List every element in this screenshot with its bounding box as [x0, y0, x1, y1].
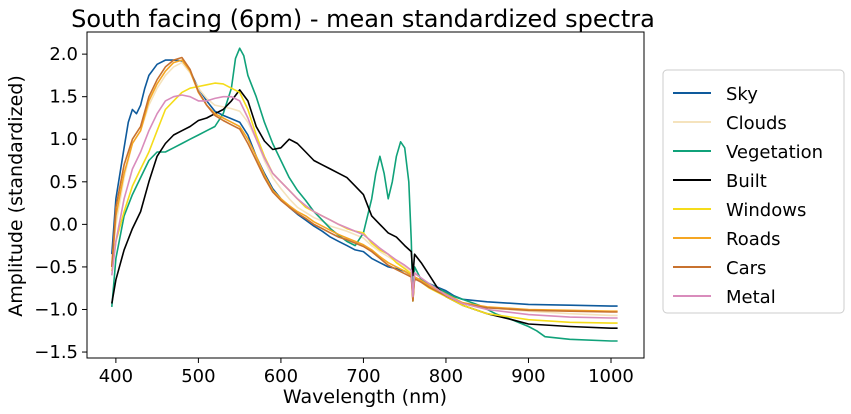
- legend-label-metal: Metal: [726, 287, 776, 308]
- y-tick-label: 0.5: [49, 172, 78, 193]
- x-tick-label: 600: [264, 366, 298, 387]
- legend-label-clouds: Clouds: [726, 113, 787, 134]
- x-tick-label: 500: [181, 366, 215, 387]
- y-tick-label: 2.0: [49, 44, 78, 65]
- x-tick-label: 1000: [588, 366, 634, 387]
- x-tick-label: 800: [429, 366, 463, 387]
- legend-label-cars: Cars: [726, 258, 766, 279]
- legend-label-roads: Roads: [726, 229, 781, 250]
- plot-area: [111, 47, 618, 342]
- legend: Sky Clouds Vegetation Built Windows Roads Cars…: [662, 69, 845, 314]
- series-line-cars: [111, 56, 618, 313]
- series-line-windows: [111, 82, 618, 324]
- series-line-metal: [111, 94, 618, 319]
- legend-box: [662, 69, 845, 314]
- y-tick-label: −0.5: [34, 257, 78, 278]
- x-tick-label: 700: [346, 366, 380, 387]
- legend-label-sky: Sky: [726, 84, 758, 105]
- series-line-built: [111, 89, 618, 329]
- plot-frame: [86, 31, 645, 359]
- x-tick-label: 400: [99, 366, 133, 387]
- chart-title: South facing (6pm) - mean standardized s…: [71, 5, 655, 33]
- series-line-vegetation: [111, 47, 618, 342]
- y-tick-label: 1.0: [49, 129, 78, 150]
- y-axis-label: Amplitude (standardized): [5, 75, 27, 317]
- series-line-roads: [111, 59, 618, 312]
- axes: 400 500 600 700 800 900 1000 −1.5 −1.0 −0.5 0.0 0.5…: [34, 31, 645, 387]
- legend-label-windows: Windows: [726, 200, 806, 221]
- legend-label-vegetation: Vegetation: [726, 142, 823, 163]
- x-axis-label: Wavelength (nm): [283, 386, 447, 408]
- y-tick-label: −1.0: [34, 299, 78, 320]
- series-line-clouds: [111, 61, 618, 317]
- y-tick-label: 1.5: [49, 87, 78, 108]
- y-tick-label: −1.5: [34, 342, 78, 363]
- x-tick-label: 900: [511, 366, 545, 387]
- y-tick-label: 0.0: [49, 214, 78, 235]
- legend-label-built: Built: [726, 171, 767, 192]
